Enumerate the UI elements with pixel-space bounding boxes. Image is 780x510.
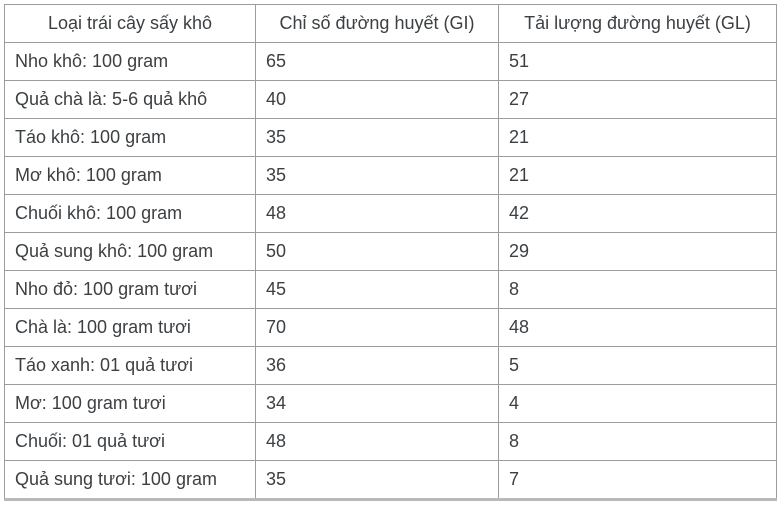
table-row: Chuối: 01 quả tươi 48 8 [4,422,777,461]
table-row: Mơ: 100 gram tươi 34 4 [4,384,777,423]
cell-fruit: Mơ khô: 100 gram [4,156,256,195]
cell-fruit: Nho khô: 100 gram [4,42,256,81]
table-row: Quả chà là: 5-6 quả khô 40 27 [4,80,777,119]
table-body: Nho khô: 100 gram 65 51 Quả chà là: 5-6 … [4,42,777,500]
table-row: Quả sung khô: 100 gram 50 29 [4,232,777,271]
cell-gl: 21 [498,156,777,195]
cell-fruit: Chà là: 100 gram tươi [4,308,256,347]
cell-gi: 35 [255,156,499,195]
cell-gi: 48 [255,194,499,233]
cell-gi: 50 [255,232,499,271]
table-row: Nho đỏ: 100 gram tươi 45 8 [4,270,777,309]
cell-fruit: Chuối khô: 100 gram [4,194,256,233]
cell-gl: 21 [498,118,777,157]
cell-gi: 34 [255,384,499,423]
cell-fruit: Quả sung tươi: 100 gram [4,460,256,500]
cell-gl: 7 [498,460,777,500]
column-header-gl: Tải lượng đường huyết (GL) [498,4,777,43]
cell-gi: 45 [255,270,499,309]
cell-gl: 8 [498,422,777,461]
table-row: Táo khô: 100 gram 35 21 [4,118,777,157]
cell-fruit: Táo xanh: 01 quả tươi [4,346,256,385]
cell-gi: 40 [255,80,499,119]
table-row: Chà là: 100 gram tươi 70 48 [4,308,777,347]
cell-gi: 70 [255,308,499,347]
cell-gl: 27 [498,80,777,119]
cell-fruit: Quả chà là: 5-6 quả khô [4,80,256,119]
table-row: Mơ khô: 100 gram 35 21 [4,156,777,195]
cell-gl: 4 [498,384,777,423]
cell-gi: 65 [255,42,499,81]
cell-fruit: Táo khô: 100 gram [4,118,256,157]
table-row: Táo xanh: 01 quả tươi 36 5 [4,346,777,385]
cell-gl: 42 [498,194,777,233]
cell-gi: 35 [255,460,499,500]
glycemic-index-table: Loại trái cây sấy khô Chỉ số đường huyết… [4,4,777,501]
column-header-gi: Chỉ số đường huyết (GI) [255,4,499,43]
cell-gl: 8 [498,270,777,309]
cell-gl: 29 [498,232,777,271]
cell-gl: 5 [498,346,777,385]
column-header-fruit-type: Loại trái cây sấy khô [4,4,256,43]
table-row: Quả sung tươi: 100 gram 35 7 [4,460,777,500]
cell-gi: 48 [255,422,499,461]
table-header: Loại trái cây sấy khô Chỉ số đường huyết… [4,4,777,43]
cell-fruit: Chuối: 01 quả tươi [4,422,256,461]
cell-fruit: Nho đỏ: 100 gram tươi [4,270,256,309]
cell-gl: 48 [498,308,777,347]
table-row: Chuối khô: 100 gram 48 42 [4,194,777,233]
cell-gl: 51 [498,42,777,81]
cell-gi: 35 [255,118,499,157]
cell-fruit: Quả sung khô: 100 gram [4,232,256,271]
cell-gi: 36 [255,346,499,385]
table-row: Nho khô: 100 gram 65 51 [4,42,777,81]
header-row: Loại trái cây sấy khô Chỉ số đường huyết… [4,4,777,43]
cell-fruit: Mơ: 100 gram tươi [4,384,256,423]
